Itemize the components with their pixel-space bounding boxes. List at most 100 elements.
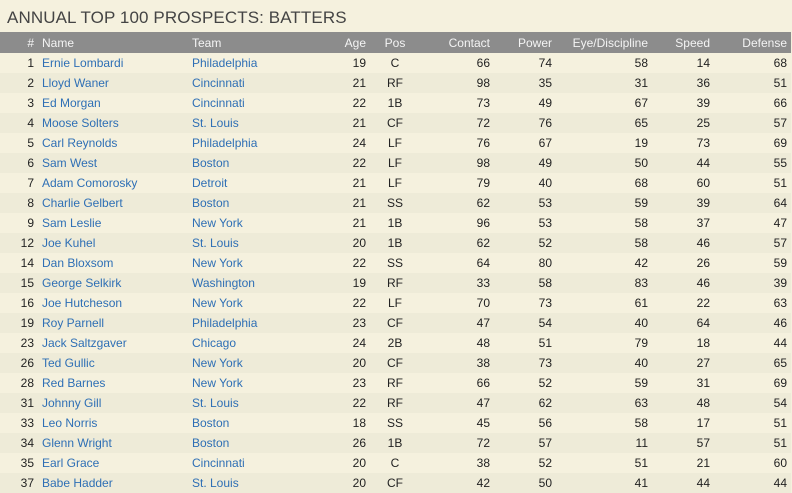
rank-cell: 23 <box>20 336 34 350</box>
position-cell: C <box>390 56 400 70</box>
player-name-link[interactable]: Lloyd Waner <box>42 76 109 90</box>
column-header-speed[interactable]: Speed <box>675 35 710 50</box>
team-link[interactable]: Philadelphia <box>192 136 258 150</box>
defense-cell: 51 <box>773 176 787 190</box>
team-cell: New York <box>188 373 318 393</box>
contact-cell: 33 <box>476 276 490 290</box>
player-name-link[interactable]: Johnny Gill <box>42 396 102 410</box>
player-name-link[interactable]: Ernie Lombardi <box>42 56 124 70</box>
player-name-link[interactable]: Moose Solters <box>42 116 119 130</box>
team-link[interactable]: Boston <box>192 436 230 450</box>
defense-cell: 55 <box>773 156 787 170</box>
team-link[interactable]: New York <box>192 376 243 390</box>
name-cell: Joe Kuhel <box>38 233 188 253</box>
speed-cell: 39 <box>696 196 710 210</box>
team-link[interactable]: Boston <box>192 156 230 170</box>
team-link[interactable]: New York <box>192 256 243 270</box>
team-link[interactable]: Cincinnati <box>192 96 245 110</box>
rank-cell: 4 <box>27 116 34 130</box>
column-header-name[interactable]: Name <box>42 35 75 50</box>
team-link[interactable]: Washington <box>192 276 255 290</box>
player-name-link[interactable]: Roy Parnell <box>42 316 105 330</box>
team-link[interactable]: St. Louis <box>192 476 239 490</box>
player-name-link[interactable]: Joe Hutcheson <box>42 296 123 310</box>
team-link[interactable]: Detroit <box>192 176 228 190</box>
team-cell: Washington <box>188 273 318 293</box>
position-cell: CF <box>387 356 403 370</box>
team-link[interactable]: Boston <box>192 416 230 430</box>
power-cell: 53 <box>538 196 552 210</box>
team-link[interactable]: Philadelphia <box>192 316 258 330</box>
column-header-team[interactable]: Team <box>192 35 222 50</box>
speed-cell: 39 <box>696 96 710 110</box>
team-link[interactable]: St. Louis <box>192 236 239 250</box>
player-name-link[interactable]: Jack Saltzgaver <box>42 336 127 350</box>
player-name-link[interactable]: Charlie Gelbert <box>42 196 123 210</box>
table-row: 37 Babe Hadder St. Louis 20 CF 42 50 41 44 44 <box>0 473 791 493</box>
name-cell: Lloyd Waner <box>38 73 188 93</box>
player-name-link[interactable]: Carl Reynolds <box>42 136 118 150</box>
defense-cell: 69 <box>773 136 787 150</box>
age-cell: 22 <box>352 396 366 410</box>
age-cell: 24 <box>352 336 366 350</box>
position-cell: SS <box>386 256 403 270</box>
contact-cell: 48 <box>476 336 490 350</box>
age-cell: 26 <box>352 436 366 450</box>
column-header-age[interactable]: Age <box>344 35 366 50</box>
team-link[interactable]: New York <box>192 216 243 230</box>
player-name-link[interactable]: Ted Gullic <box>42 356 95 370</box>
player-name-link[interactable]: Joe Kuhel <box>42 236 96 250</box>
team-link[interactable]: Philadelphia <box>192 56 258 70</box>
table-row: 15 George Selkirk Washington 19 RF 33 58 83 46 39 <box>0 273 791 293</box>
team-link[interactable]: Chicago <box>192 336 237 350</box>
table-row: 7 Adam Comorosky Detroit 21 LF 79 40 68 60 51 <box>0 173 791 193</box>
contact-cell: 66 <box>476 56 490 70</box>
team-link[interactable]: St. Louis <box>192 116 239 130</box>
column-header-eye-discipline[interactable]: Eye/Discipline <box>572 35 648 50</box>
position-cell: 1B <box>387 436 403 450</box>
player-name-link[interactable]: Ed Morgan <box>42 96 101 110</box>
rank-cell: 2 <box>27 76 34 90</box>
player-name-link[interactable]: Babe Hadder <box>42 476 113 490</box>
power-cell: 54 <box>538 316 552 330</box>
team-link[interactable]: St. Louis <box>192 396 239 410</box>
team-cell: Boston <box>188 433 318 453</box>
team-cell: Cincinnati <box>188 73 318 93</box>
team-link[interactable]: New York <box>192 356 243 370</box>
rank-cell: 14 <box>20 256 34 270</box>
player-name-link[interactable]: Adam Comorosky <box>42 176 138 190</box>
name-cell: Ed Morgan <box>38 93 188 113</box>
contact-cell: 42 <box>476 476 490 490</box>
name-cell: George Selkirk <box>38 273 188 293</box>
team-link[interactable]: Boston <box>192 196 230 210</box>
team-link[interactable]: New York <box>192 296 243 310</box>
column-header-contact[interactable]: Contact <box>448 35 490 50</box>
team-cell: New York <box>188 253 318 273</box>
defense-cell: 63 <box>773 296 787 310</box>
column-header-rank[interactable]: # <box>27 35 34 50</box>
eye-discipline-cell: 40 <box>634 316 648 330</box>
player-name-link[interactable]: Sam West <box>42 156 98 170</box>
power-cell: 73 <box>538 296 552 310</box>
column-header-pos[interactable]: Pos <box>384 35 406 50</box>
player-name-link[interactable]: Red Barnes <box>42 376 106 390</box>
position-cell: 2B <box>387 336 403 350</box>
player-name-link[interactable]: Sam Leslie <box>42 216 102 230</box>
column-header-defense[interactable]: Defense <box>742 35 787 50</box>
player-name-link[interactable]: Earl Grace <box>42 456 100 470</box>
team-link[interactable]: Cincinnati <box>192 76 245 90</box>
player-name-link[interactable]: Leo Norris <box>42 416 98 430</box>
position-cell: LF <box>387 136 402 150</box>
column-header-power[interactable]: Power <box>517 35 552 50</box>
table-row: 26 Ted Gullic New York 20 CF 38 73 40 27 65 <box>0 353 791 373</box>
power-cell: 62 <box>538 396 552 410</box>
team-cell: St. Louis <box>188 393 318 413</box>
player-name-link[interactable]: George Selkirk <box>42 276 122 290</box>
player-name-link[interactable]: Dan Bloxsom <box>42 256 114 270</box>
contact-cell: 38 <box>476 456 490 470</box>
contact-cell: 72 <box>476 116 490 130</box>
age-cell: 21 <box>352 116 366 130</box>
team-link[interactable]: Cincinnati <box>192 456 245 470</box>
player-name-link[interactable]: Glenn Wright <box>42 436 112 450</box>
team-cell: New York <box>188 213 318 233</box>
